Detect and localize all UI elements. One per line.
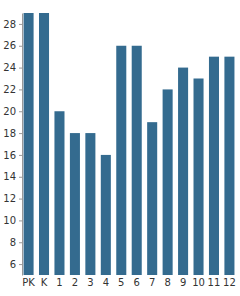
y-axis: 6 8 10 12 14 16 18 20 22 24 26 28 (3, 14, 22, 276)
x-tick: 9 (180, 275, 186, 288)
y-tick: 16 (3, 150, 22, 161)
x-tick-label: 5 (118, 277, 124, 288)
y-tick-label: 10 (3, 215, 16, 226)
x-tick-label: 2 (72, 277, 78, 288)
x-tick-label: K (41, 277, 48, 288)
y-tick-label: 18 (3, 128, 16, 139)
y-tick-label: 20 (3, 106, 16, 117)
x-tick: 1 (56, 275, 62, 288)
y-tick: 8 (10, 237, 22, 248)
x-tick: 5 (118, 275, 124, 288)
x-tick-label: 3 (87, 277, 93, 288)
y-tick-mark (19, 46, 22, 47)
y-tick-mark (19, 199, 22, 200)
x-tick-label: 10 (192, 277, 205, 288)
y-tick-mark (19, 111, 22, 112)
x-tick-label: 7 (149, 277, 155, 288)
x-axis-line (23, 275, 237, 276)
y-tick-mark (19, 242, 22, 243)
x-tick: PK (22, 275, 35, 288)
y-tick: 20 (3, 106, 22, 117)
y-tick-label: 6 (10, 259, 16, 270)
bar (194, 79, 204, 276)
y-tick: 28 (3, 19, 22, 30)
x-tick: 4 (103, 275, 109, 288)
bar (24, 13, 34, 275)
bar (163, 89, 173, 275)
y-tick: 18 (3, 128, 22, 139)
x-tick: 6 (134, 275, 140, 288)
x-tick-label: 9 (180, 277, 186, 288)
y-tick-mark (19, 68, 22, 69)
x-tick: 2 (72, 275, 78, 288)
x-tick: 10 (192, 275, 205, 288)
bars (24, 13, 235, 275)
y-tick-label: 16 (3, 150, 16, 161)
bar (101, 155, 111, 275)
y-tick: 14 (3, 171, 22, 182)
x-tick: K (41, 275, 48, 288)
y-tick: 12 (3, 193, 22, 204)
bar (178, 68, 188, 275)
bar (209, 57, 219, 275)
bar (224, 57, 234, 275)
x-tick-label: 12 (223, 277, 236, 288)
x-tick: 11 (208, 275, 221, 288)
plot: 6810121416182022242628PKK123456789101112 (3, 13, 236, 288)
y-tick: 26 (3, 40, 22, 51)
bar (39, 13, 49, 275)
y-tick-label: 22 (3, 84, 16, 95)
y-tick: 22 (3, 84, 22, 95)
x-axis: PKK123456789101112 (22, 275, 236, 288)
y-tick-mark (19, 264, 22, 265)
y-axis-line (22, 14, 23, 276)
x-tick-label: 4 (103, 277, 109, 288)
x-tick: 3 (87, 275, 93, 288)
x-tick-label: 6 (134, 277, 140, 288)
y-tick-label: 8 (10, 237, 16, 248)
x-tick: 8 (164, 275, 170, 288)
bar (147, 122, 157, 275)
bar (132, 46, 142, 275)
y-tick: 10 (3, 215, 22, 226)
y-tick-mark (19, 155, 22, 156)
y-tick-mark (19, 133, 22, 134)
x-tick-label: PK (22, 277, 35, 288)
y-tick-mark (19, 177, 22, 178)
x-tick-label: 11 (208, 277, 221, 288)
chart: 6810121416182022242628PKK123456789101112 (0, 0, 240, 296)
y-tick-mark (19, 220, 22, 221)
x-tick-label: 8 (164, 277, 170, 288)
y-tick: 6 (10, 259, 22, 270)
bar (116, 46, 126, 275)
y-tick-label: 28 (3, 19, 16, 30)
x-tick-label: 1 (56, 277, 62, 288)
x-tick: 7 (149, 275, 155, 288)
y-tick-label: 14 (3, 171, 16, 182)
y-tick-label: 12 (3, 193, 16, 204)
x-tick: 12 (223, 275, 236, 288)
bar (54, 111, 64, 275)
y-tick-label: 26 (3, 40, 16, 51)
bar (70, 133, 80, 275)
y-tick-mark (19, 89, 22, 90)
y-tick-mark (19, 24, 22, 25)
bar (85, 133, 95, 275)
y-tick-label: 24 (3, 62, 16, 73)
y-tick: 24 (3, 62, 22, 73)
